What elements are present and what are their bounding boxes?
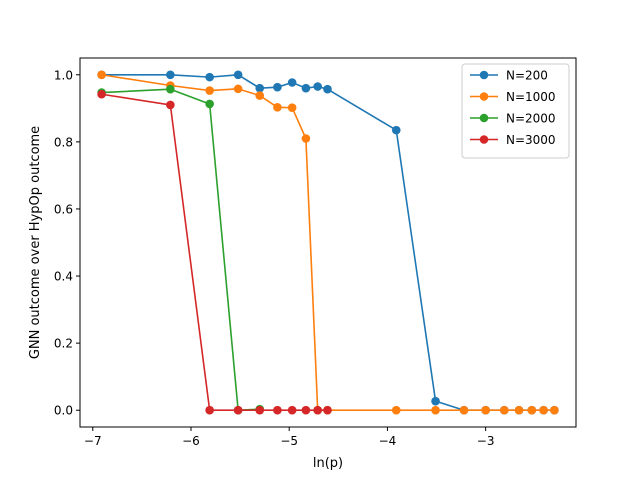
- x-tick-label: −4: [379, 434, 397, 448]
- legend-entry: N=200: [470, 69, 548, 83]
- series-n-3000: [97, 89, 332, 415]
- x-tick-label: −5: [280, 434, 298, 448]
- data-point: [205, 72, 214, 82]
- series-n-2000: [97, 84, 265, 415]
- plot-area: [97, 70, 559, 415]
- data-point: [255, 83, 265, 93]
- data-point: [205, 86, 214, 95]
- data-point: [205, 99, 214, 109]
- data-point: [273, 405, 282, 415]
- data-point: [313, 82, 322, 91]
- legend-label: N=2000: [506, 112, 556, 126]
- y-tick-label: 0.2: [54, 337, 73, 351]
- y-axis: 0.0 0.2 0.4 0.6 0.8 1.0: [54, 68, 80, 418]
- y-tick-label: 0.6: [54, 202, 73, 216]
- x-axis-label: ln(p): [313, 456, 343, 471]
- data-point: [323, 405, 332, 415]
- x-tick-label: −6: [182, 434, 200, 448]
- data-point: [273, 103, 282, 112]
- data-point: [205, 405, 214, 415]
- legend-marker: [479, 92, 489, 101]
- data-point: [255, 405, 265, 415]
- x-axis: −7 −6 −5 −4 −3: [84, 427, 495, 448]
- data-point: [97, 89, 106, 99]
- data-point: [255, 91, 265, 100]
- legend-label: N=200: [506, 69, 548, 83]
- data-point: [97, 70, 106, 80]
- data-point: [391, 405, 401, 415]
- legend-entry: N=1000: [470, 90, 556, 104]
- data-point: [301, 405, 311, 415]
- legend-marker: [479, 135, 489, 144]
- data-point: [481, 405, 490, 415]
- data-point: [391, 125, 401, 135]
- legend: N=200 N=1000 N=2000 N=3000: [461, 63, 570, 159]
- y-tick-label: 1.0: [54, 68, 73, 82]
- series-line: [101, 88, 260, 412]
- data-point: [313, 405, 322, 415]
- data-point: [166, 84, 175, 94]
- legend-marker: [479, 70, 489, 80]
- series-line: [101, 93, 328, 412]
- data-point: [233, 84, 243, 94]
- data-point: [514, 405, 524, 415]
- data-point: [301, 83, 311, 93]
- data-point: [539, 405, 548, 415]
- y-axis-label: GNN outcome over HypOp outcome: [28, 126, 43, 359]
- data-point: [550, 405, 559, 415]
- legend-entry: N=2000: [470, 112, 556, 126]
- data-point: [527, 405, 537, 415]
- x-tick-label: −7: [84, 434, 102, 448]
- data-point: [273, 82, 282, 92]
- data-point: [233, 70, 243, 80]
- legend-label: N=3000: [506, 133, 556, 147]
- data-point: [287, 103, 297, 112]
- data-point: [233, 405, 243, 415]
- data-point: [500, 405, 509, 415]
- data-point: [431, 405, 440, 415]
- data-point: [323, 84, 332, 94]
- data-point: [287, 405, 297, 415]
- legend-marker: [479, 113, 489, 123]
- axes-frame: [79, 57, 577, 428]
- legend-entry: N=3000: [470, 133, 556, 147]
- y-tick-label: 0.0: [54, 404, 73, 418]
- x-tick-label: −3: [477, 434, 495, 448]
- data-point: [166, 70, 175, 80]
- data-point: [301, 134, 311, 143]
- legend-box: [461, 63, 570, 159]
- data-point: [166, 100, 175, 110]
- data-point: [431, 396, 440, 406]
- data-point: [459, 405, 469, 415]
- y-tick-label: 0.4: [54, 270, 73, 284]
- legend-label: N=1000: [506, 90, 556, 104]
- y-tick-label: 0.8: [54, 135, 73, 149]
- data-point: [287, 78, 297, 87]
